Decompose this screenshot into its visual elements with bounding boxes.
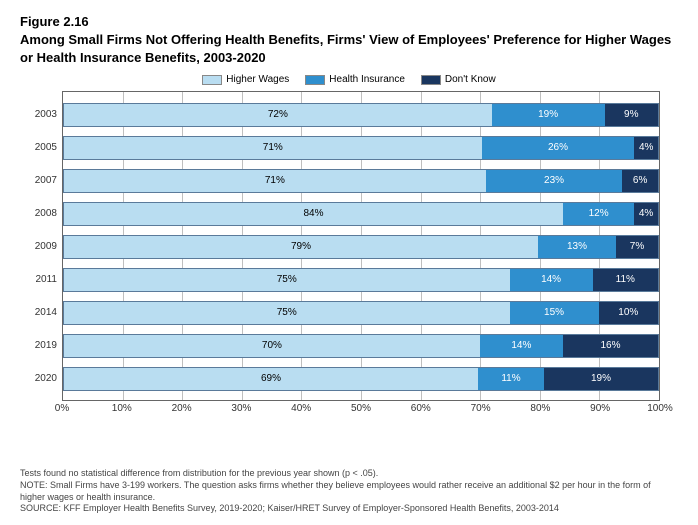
year-label: 2009 [25, 241, 57, 252]
stacked-bar: 72%19%9% [63, 103, 659, 127]
legend-item: Higher Wages [202, 74, 289, 85]
bar-segment: 12% [563, 203, 634, 225]
chart-title: Among Small Firms Not Offering Health Be… [20, 31, 678, 66]
legend-item: Don't Know [421, 74, 496, 85]
x-tick-label: 80% [530, 403, 550, 414]
x-tick-label: 20% [172, 403, 192, 414]
bar-segment: 79% [64, 236, 538, 258]
legend-swatch [202, 75, 222, 85]
legend-label: Health Insurance [329, 74, 405, 85]
bar-row: 202069%11%19% [63, 362, 659, 395]
bar-segment: 69% [64, 368, 478, 390]
chart-area: 200372%19%9%200571%26%4%200771%23%6%2008… [62, 91, 660, 401]
year-label: 2008 [25, 208, 57, 219]
bar-row: 201475%15%10% [63, 296, 659, 329]
legend: Higher Wages Health Insurance Don't Know [20, 74, 678, 85]
bar-segment: 16% [563, 335, 658, 357]
bar-row: 200771%23%6% [63, 164, 659, 197]
legend-swatch [305, 75, 325, 85]
bar-segment: 15% [510, 302, 599, 324]
bar-segment: 14% [480, 335, 563, 357]
stacked-bar: 70%14%16% [63, 334, 659, 358]
bar-row: 201175%14%11% [63, 263, 659, 296]
stacked-bar: 84%12%4% [63, 202, 659, 226]
bar-row: 200571%26%4% [63, 131, 659, 164]
stacked-bar: 71%23%6% [63, 169, 659, 193]
bar-segment: 14% [510, 269, 593, 291]
x-axis: 0%10%20%30%40%50%60%70%80%90%100% [62, 401, 660, 417]
bar-segment: 23% [486, 170, 623, 192]
note-stat: Tests found no statistical difference fr… [20, 468, 678, 480]
bar-segment: 6% [622, 170, 658, 192]
bar-row: 200372%19%9% [63, 98, 659, 131]
bar-segment: 70% [64, 335, 480, 357]
x-tick-label: 40% [291, 403, 311, 414]
legend-label: Don't Know [445, 74, 496, 85]
x-tick-label: 70% [471, 403, 491, 414]
footnotes: Tests found no statistical difference fr… [20, 468, 678, 515]
bar-segment: 4% [634, 137, 658, 159]
stacked-bar: 75%14%11% [63, 268, 659, 292]
x-tick-label: 30% [231, 403, 251, 414]
bar-segment: 75% [64, 269, 510, 291]
bar-segment: 84% [64, 203, 563, 225]
stacked-bar: 75%15%10% [63, 301, 659, 325]
bar-segment: 75% [64, 302, 510, 324]
bar-segment: 13% [538, 236, 616, 258]
bar-segment: 72% [64, 104, 492, 126]
bar-segment: 19% [544, 368, 658, 390]
year-label: 2003 [25, 109, 57, 120]
year-label: 2020 [25, 373, 57, 384]
bar-segment: 10% [599, 302, 658, 324]
stacked-bar: 69%11%19% [63, 367, 659, 391]
x-tick-label: 0% [55, 403, 69, 414]
year-label: 2014 [25, 307, 57, 318]
bar-segment: 19% [492, 104, 605, 126]
x-tick-label: 100% [647, 403, 673, 414]
note-definition: NOTE: Small Firms have 3-199 workers. Th… [20, 480, 678, 503]
bar-segment: 9% [605, 104, 658, 126]
bar-segment: 7% [616, 236, 658, 258]
year-label: 2005 [25, 142, 57, 153]
x-tick-label: 60% [411, 403, 431, 414]
year-label: 2019 [25, 340, 57, 351]
legend-label: Higher Wages [226, 74, 289, 85]
stacked-bar: 71%26%4% [63, 136, 659, 160]
stacked-bar: 79%13%7% [63, 235, 659, 259]
bar-segment: 71% [64, 170, 486, 192]
x-tick-label: 10% [112, 403, 132, 414]
legend-swatch [421, 75, 441, 85]
bar-row: 201970%14%16% [63, 329, 659, 362]
bar-row: 200979%13%7% [63, 230, 659, 263]
legend-item: Health Insurance [305, 74, 405, 85]
x-tick-label: 50% [351, 403, 371, 414]
bar-segment: 11% [478, 368, 544, 390]
bar-segment: 11% [593, 269, 658, 291]
year-label: 2011 [25, 274, 57, 285]
bar-segment: 26% [482, 137, 635, 159]
figure-number: Figure 2.16 [20, 14, 678, 29]
bar-row: 200884%12%4% [63, 197, 659, 230]
bar-segment: 4% [634, 203, 658, 225]
year-label: 2007 [25, 175, 57, 186]
bar-segment: 71% [64, 137, 482, 159]
x-tick-label: 90% [590, 403, 610, 414]
note-source: SOURCE: KFF Employer Health Benefits Sur… [20, 503, 678, 515]
